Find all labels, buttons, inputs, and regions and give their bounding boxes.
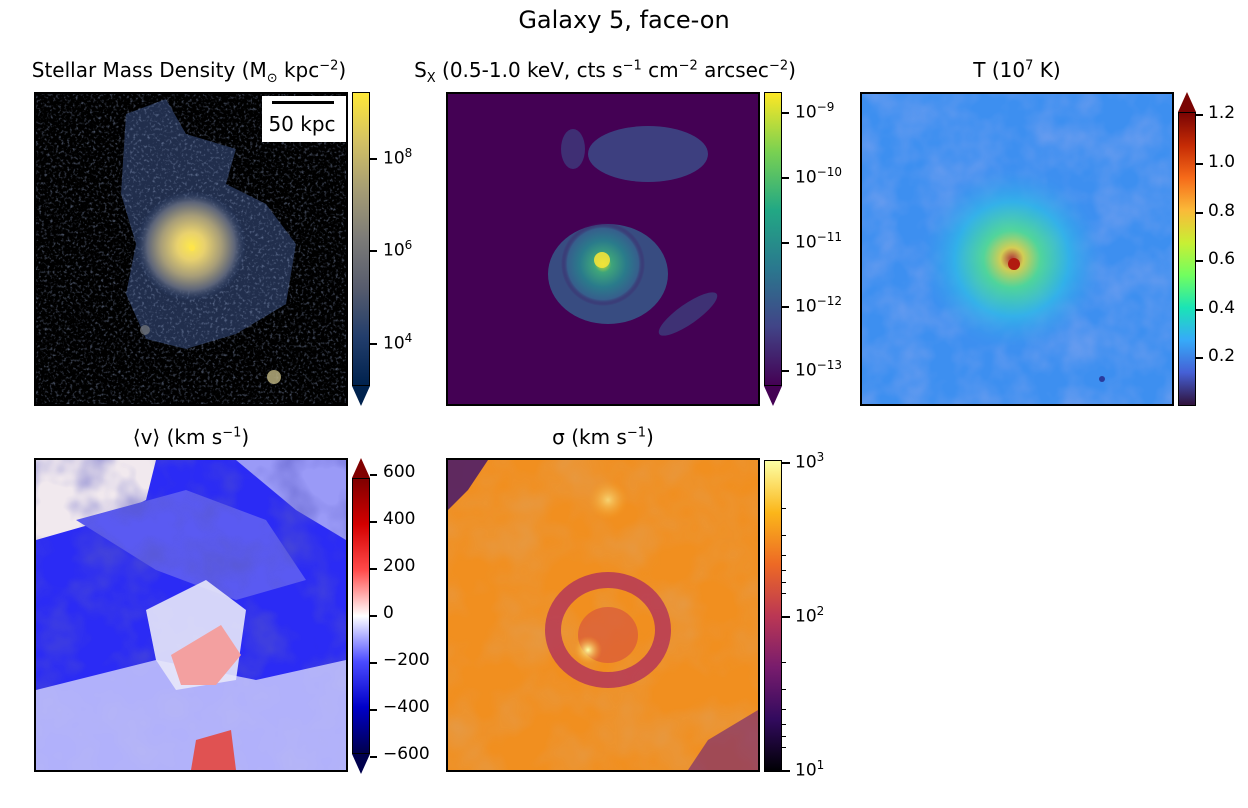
dispersion-cbar-tick: 101 bbox=[795, 758, 825, 781]
temperature-map bbox=[860, 92, 1174, 406]
velocity-colorbar-extend-min bbox=[352, 754, 370, 774]
xray-surface-brightness-map bbox=[446, 92, 760, 406]
velocity-dispersion-map bbox=[446, 458, 760, 772]
stellar-colorbar-extend-min bbox=[352, 386, 370, 406]
temperature-panel-title: T (107 K) bbox=[973, 58, 1061, 82]
stellar-panel-title: Stellar Mass Density (M⊙ kpc−2) bbox=[31, 58, 347, 86]
temperature-cbar-tick: 0.6 bbox=[1208, 249, 1236, 269]
velocity-redshift-blob bbox=[191, 730, 236, 770]
temperature-cbar-tick: 0.4 bbox=[1208, 298, 1236, 318]
velocity-cbar-tick: −200 bbox=[383, 650, 430, 670]
scale-bar: 50 kpc bbox=[262, 96, 346, 142]
dispersion-cbar-tick: 102 bbox=[795, 604, 825, 627]
dispersion-ring bbox=[545, 572, 671, 688]
stellar-cbar-tick: 106 bbox=[383, 238, 413, 261]
velocity-cbar-tick: 200 bbox=[383, 556, 416, 576]
velocity-redshift-region bbox=[171, 625, 241, 685]
temperature-cbar-tick: 1.0 bbox=[1208, 152, 1236, 172]
xray-cbar-tick: 10−12 bbox=[795, 294, 842, 317]
xray-colorbar-extend-min bbox=[764, 386, 782, 406]
temperature-cbar-tick: 0.2 bbox=[1208, 346, 1236, 366]
dispersion-colorbar bbox=[764, 460, 782, 772]
figure-title: Galaxy 5, face-on bbox=[518, 6, 730, 34]
temperature-colorbar bbox=[1178, 112, 1196, 406]
xray-cbar-tick: 10−11 bbox=[795, 230, 842, 253]
velocity-cbar-tick: 0 bbox=[383, 603, 394, 623]
stellar-colorbar bbox=[352, 92, 370, 386]
velocity-cbar-tick: 400 bbox=[383, 509, 416, 529]
velocity-cbar-tick: 600 bbox=[383, 462, 416, 482]
temperature-hotspot bbox=[1008, 258, 1020, 270]
temperature-cbar-tick: 1.2 bbox=[1208, 103, 1236, 123]
velocity-colorbar-extend-max bbox=[352, 458, 370, 478]
stellar-cbar-tick: 108 bbox=[383, 146, 413, 169]
xray-colorbar bbox=[764, 92, 782, 386]
xray-panel-title: SX (0.5-1.0 keV, cts s−1 cm−2 arcsec−2) bbox=[414, 58, 796, 86]
satellite-clump bbox=[140, 325, 150, 335]
dispersion-cbar-tick: 103 bbox=[795, 450, 825, 473]
temperature-cbar-tick: 0.8 bbox=[1208, 201, 1236, 221]
temperature-colorbar-extend-max bbox=[1178, 92, 1196, 112]
velocity-colorbar bbox=[352, 478, 370, 754]
xray-cbar-tick: 10−13 bbox=[795, 358, 842, 381]
dispersion-peak bbox=[574, 636, 602, 664]
stellar-cbar-tick: 104 bbox=[383, 331, 413, 354]
xray-cbar-tick: 10−10 bbox=[795, 165, 842, 188]
xray-plume bbox=[588, 126, 708, 182]
dispersion-panel-title: σ (km s−1) bbox=[552, 425, 654, 449]
velocity-cbar-tick: −600 bbox=[383, 744, 430, 764]
stellar-nucleus bbox=[189, 245, 195, 251]
velocity-cbar-tick: −400 bbox=[383, 697, 430, 717]
velocity-panel-title: ⟨v⟩ (km s−1) bbox=[132, 425, 250, 449]
scale-bar-label: 50 kpc bbox=[268, 112, 335, 136]
xray-cbar-tick: 10−9 bbox=[795, 100, 835, 123]
stellar-density-map: 50 kpc bbox=[34, 92, 348, 406]
satellite-galaxy bbox=[267, 370, 281, 384]
velocity-map bbox=[34, 458, 348, 772]
